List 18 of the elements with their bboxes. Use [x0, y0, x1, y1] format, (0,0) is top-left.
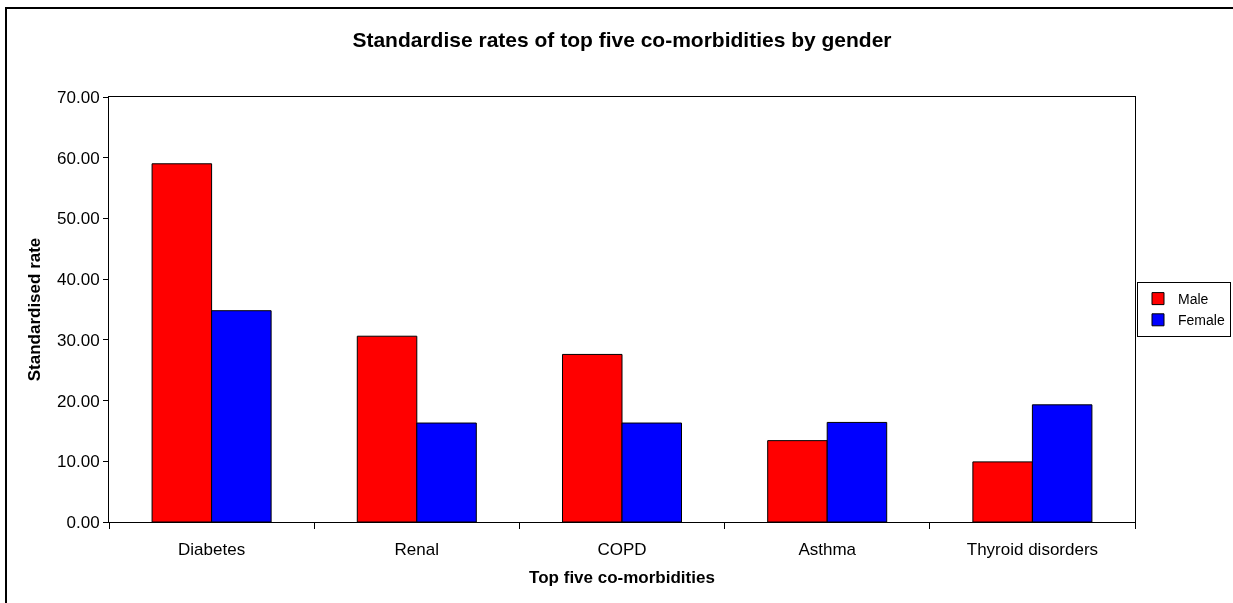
y-tick-label: 40.00 — [57, 270, 100, 290]
x-tick-label: Diabetes — [178, 540, 246, 560]
x-tick-label: Renal — [394, 540, 440, 560]
chart-title: Standardise rates of top five co-morbidities by gender — [352, 28, 892, 52]
y-tick-label: 20.00 — [57, 391, 100, 411]
x-axis-title: Top five co-morbidities — [529, 567, 715, 587]
y-axis-title: Standardised rate — [24, 237, 44, 382]
y-tick-label: 10.00 — [57, 452, 100, 472]
y-tick-label: 30.00 — [57, 330, 100, 350]
y-tick-label: 60.00 — [57, 148, 100, 168]
legend-label: Male — [1178, 291, 1209, 308]
x-tick-label: Thyroid disorders — [966, 540, 1099, 560]
x-tick-label: COPD — [597, 540, 647, 560]
y-tick-label: 70.00 — [57, 87, 100, 107]
y-tick-label: 0.00 — [66, 512, 100, 532]
legend-label: Female — [1178, 312, 1225, 329]
x-tick-label: Asthma — [798, 540, 857, 560]
y-tick-label: 50.00 — [57, 209, 100, 229]
